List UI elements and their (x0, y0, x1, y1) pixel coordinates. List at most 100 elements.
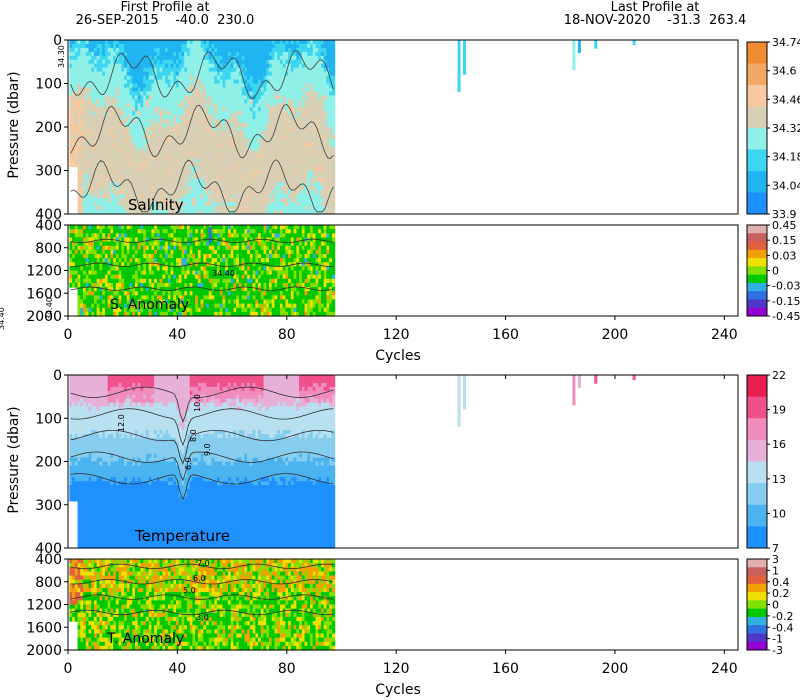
salinity-cell (331, 107, 336, 112)
salinity-cell (99, 47, 103, 53)
salinity-cell (77, 190, 81, 195)
salinity-cell (91, 95, 95, 100)
salinity-cell (124, 162, 128, 168)
salinity-cell (85, 87, 90, 92)
salinity-cell (80, 138, 84, 144)
salinity-cell (331, 206, 336, 211)
salinity-cell (113, 55, 117, 61)
salinity-cell (126, 142, 131, 148)
salinity-cell (85, 166, 90, 172)
salinity-cell (74, 95, 79, 100)
salinity-cell (102, 99, 106, 104)
salinity-cell (107, 123, 111, 128)
salinity-cell (107, 134, 111, 140)
salinity-cell (107, 40, 111, 45)
salinity-cell (115, 91, 120, 96)
salinity-cell (83, 119, 87, 124)
salinity-cell (110, 150, 114, 156)
salinity-cell (80, 210, 84, 215)
salinity-cell (93, 63, 98, 69)
salinity-cell (135, 202, 139, 207)
salinity-cell (104, 202, 109, 207)
salinity-cell (77, 91, 81, 96)
salinity-cell (132, 146, 136, 152)
salinity-cell (118, 51, 122, 57)
salinity-cell (331, 115, 336, 120)
salinity-cell (137, 71, 142, 77)
salinity-cell (107, 198, 111, 203)
salinity-cell (72, 75, 76, 81)
salinity-cell (135, 146, 139, 152)
salinity-cell (85, 202, 90, 207)
salinity-cell (74, 99, 79, 104)
salinity-cell (93, 119, 98, 124)
salinity-cell (121, 75, 125, 81)
salinity-cell (83, 190, 87, 195)
salinity-cell (85, 174, 90, 179)
salinity-cell (96, 71, 101, 77)
salinity-cell (132, 194, 136, 199)
salinity-cell (126, 182, 131, 187)
salinity-cell (121, 130, 125, 136)
salinity-cell (113, 123, 117, 128)
salinity-cell (69, 95, 73, 100)
salinity-cell (121, 142, 125, 148)
salinity-cell (96, 154, 101, 160)
salinity-cell (99, 146, 103, 152)
salinity-cell (85, 40, 90, 45)
salinity-cell (85, 119, 90, 124)
salinity-cell (129, 202, 133, 207)
salinity-cell (115, 67, 120, 73)
salinity-cell (126, 111, 131, 116)
salinity-cell (88, 138, 92, 144)
salinity-cell (69, 127, 73, 132)
salinity-cell (129, 111, 133, 116)
salinity-cell (118, 154, 122, 160)
salinity-cell (132, 202, 136, 207)
salinity-cell (115, 130, 120, 136)
salinity-cell (80, 87, 84, 92)
salinity-cell (80, 107, 84, 112)
salinity-cell (331, 123, 336, 128)
salinity-cell (137, 99, 142, 104)
salinity-cell (110, 55, 114, 61)
salinity-cell (110, 186, 114, 191)
salinity-cell (77, 166, 81, 172)
salinity-cell (331, 158, 336, 164)
salinity-cell (331, 87, 336, 92)
salinity-cell (140, 210, 144, 215)
salinity-cell (140, 83, 144, 89)
salinity-cell (99, 202, 103, 207)
salinity-cell (124, 51, 128, 57)
salinity-cell (74, 127, 79, 132)
salinity-cell (102, 170, 106, 176)
salinity-cell (83, 127, 87, 132)
salinity-cell (74, 63, 79, 69)
salinity-cell (107, 55, 111, 61)
salinity-cell (91, 130, 95, 136)
salinity-cell (143, 111, 147, 116)
salinity-cell (121, 47, 125, 53)
salinity-cell (83, 59, 87, 65)
salinity-cell (104, 55, 109, 61)
salinity-cell (99, 170, 103, 176)
salinity-cell (115, 119, 120, 124)
salinity-cell (129, 63, 133, 69)
salinity-cell (80, 190, 84, 195)
salinity-cell (93, 190, 98, 195)
salinity-cell (129, 115, 133, 120)
salinity-cell (74, 138, 79, 144)
salinity-cell (140, 79, 144, 85)
salinity-cell (118, 186, 122, 191)
salinity-cell (121, 83, 125, 89)
salinity-cell (80, 123, 84, 128)
salinity-cell (140, 111, 144, 116)
salinity-cell (115, 210, 120, 215)
salinity-cell (91, 71, 95, 77)
salinity-cell (331, 138, 336, 144)
salinity-cell (124, 170, 128, 176)
salinity-cell (99, 43, 103, 49)
salinity-cell (107, 146, 111, 152)
salinity-cell (143, 154, 147, 160)
salinity-cell (80, 130, 84, 136)
